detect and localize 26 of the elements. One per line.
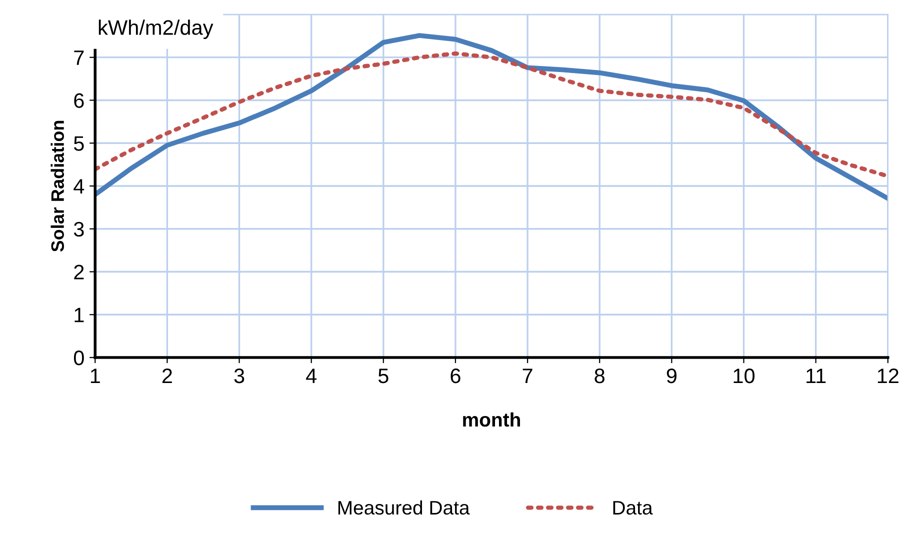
y-tick-label: 4 [74,179,84,194]
y-tick-label: 7 [74,50,84,65]
legend-label: Measured Data [338,500,470,515]
x-tick-label: 7 [522,368,532,384]
x-tick-label: 9 [666,368,676,384]
x-tick-label: 4 [306,368,317,384]
y-tick-label: 1 [74,308,84,322]
x-tick-label: 11 [806,368,826,384]
x-tick-label: 2 [162,368,172,384]
x-tick-label: 10 [734,368,755,384]
x-tick-label: 3 [234,368,244,384]
line-series [95,51,888,178]
x-tick-label: 12 [878,368,898,384]
y-axis-title: Solar Radiation [50,120,64,252]
annotation: kWh/m2/day [98,20,214,40]
x-tick-label: 5 [378,368,388,384]
x-tick-label: 1 [90,368,100,384]
x-axis-title: month [463,412,520,427]
y-tick-label: 6 [74,93,84,108]
legend-label: Data [613,501,653,515]
y-tick-label: 3 [74,222,84,237]
y-tick-label: 5 [74,136,84,151]
x-tick-label: 8 [594,368,604,384]
y-tick-label: 2 [74,264,84,280]
x-tick-label: 6 [450,368,460,384]
y-tick-label: 0 [74,350,84,366]
